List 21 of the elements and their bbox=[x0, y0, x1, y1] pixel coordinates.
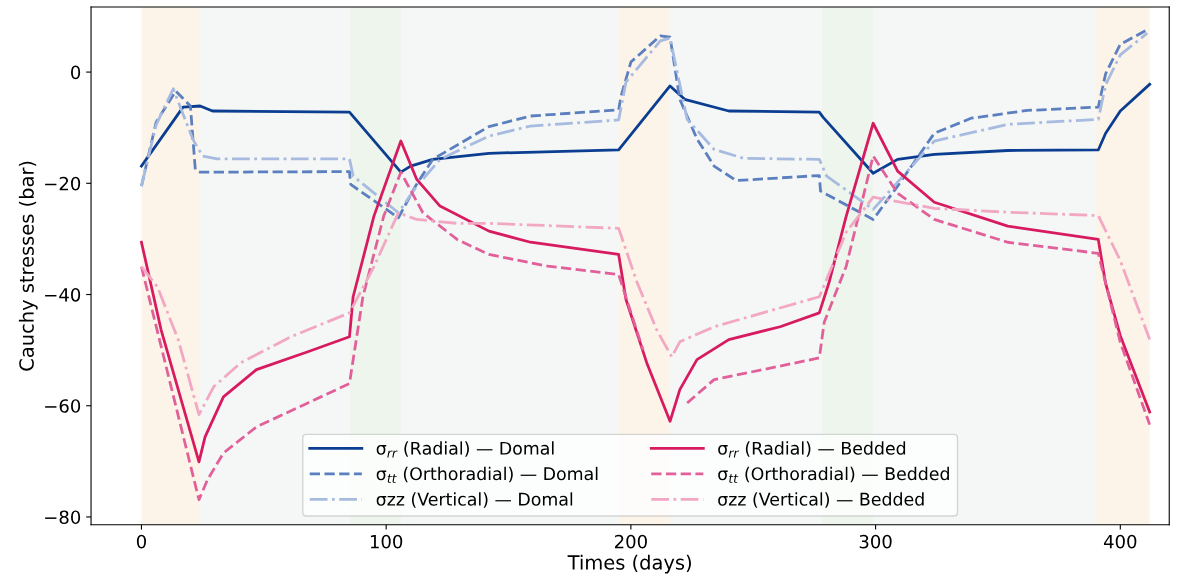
legend-label: σzz (Vertical) — Domal bbox=[376, 492, 573, 508]
y-tick-label: −80 bbox=[45, 510, 81, 525]
y-axis-title: Cauchy stresses (bar) bbox=[18, 161, 38, 371]
x-tick-label: 300 bbox=[859, 534, 892, 549]
legend-label: σzz (Vertical) — Bedded bbox=[718, 492, 924, 508]
x-tick-label: 200 bbox=[614, 534, 647, 549]
y-tick-label: 0 bbox=[71, 65, 81, 80]
legend-label: σ$_{rr}$ (Radial) — Domal bbox=[376, 441, 554, 458]
line-series bbox=[140, 82, 1152, 175]
y-tick-label: −20 bbox=[45, 176, 81, 191]
line-series bbox=[140, 121, 1152, 464]
x-tick-label: 0 bbox=[136, 534, 146, 549]
y-tick-label: −60 bbox=[45, 399, 81, 413]
legend-label: σ$_{tt}$ (Orthoradial) — Domal bbox=[376, 466, 598, 483]
x-tick-label: 400 bbox=[1103, 534, 1137, 549]
legend-label: σ$_{tt}$ (Orthoradial) — Bedded bbox=[718, 466, 949, 483]
x-axis-title: Times (days) bbox=[567, 554, 691, 574]
legend-label: σ$_{rr}$ (Radial) — Bedded bbox=[718, 441, 906, 458]
x-tick-label: 100 bbox=[370, 534, 403, 549]
y-tick-label: −40 bbox=[45, 287, 81, 302]
line-series bbox=[140, 195, 1152, 417]
